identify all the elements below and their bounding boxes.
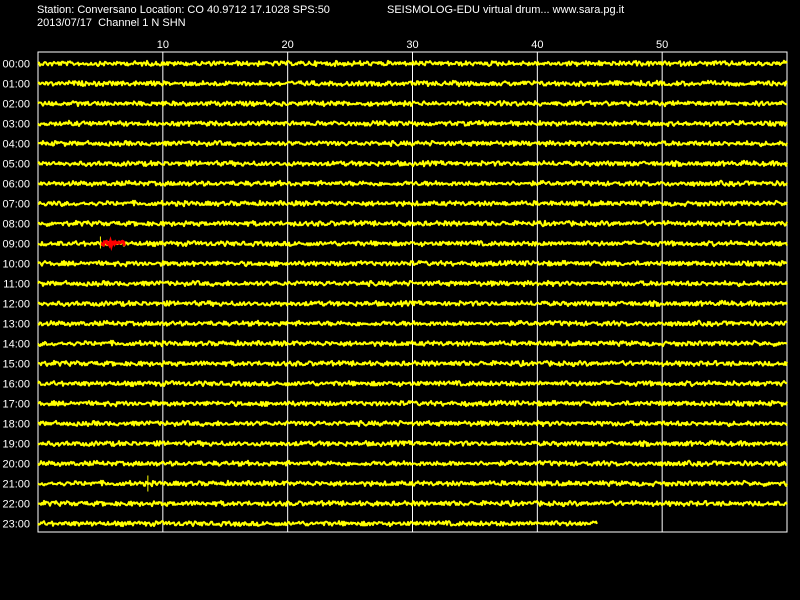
row-time-label: 01:00 <box>2 79 30 91</box>
seismic-trace <box>37 419 788 428</box>
seismic-trace <box>37 139 788 148</box>
row-time-label: 18:00 <box>2 419 30 431</box>
seismic-trace <box>37 319 788 327</box>
seismic-trace <box>37 520 598 528</box>
row-time-label: 07:00 <box>2 199 30 211</box>
row-time-label: 10:00 <box>2 259 30 271</box>
seismic-trace <box>37 279 788 288</box>
seismic-trace <box>37 379 788 388</box>
row-time-label: 11:00 <box>3 279 30 291</box>
seismic-trace <box>37 219 788 228</box>
row-time-label: 15:00 <box>2 359 30 371</box>
seismic-trace <box>37 179 788 187</box>
seismic-trace <box>37 100 788 108</box>
row-time-label: 22:00 <box>2 499 30 511</box>
row-time-label: 00:00 <box>2 59 30 71</box>
seismic-trace <box>37 399 788 408</box>
event-marker <box>99 236 126 252</box>
seismic-trace <box>37 59 788 68</box>
seismic-trace <box>37 459 788 467</box>
seismic-trace <box>37 199 788 208</box>
row-time-label: 16:00 <box>2 379 30 391</box>
row-time-label: 17:00 <box>2 399 30 411</box>
row-time-label: 09:00 <box>2 239 30 251</box>
row-time-label: 21:00 <box>2 479 30 491</box>
seismic-trace <box>37 239 788 248</box>
row-time-label: 08:00 <box>2 219 30 231</box>
row-time-label: 12:00 <box>2 299 30 311</box>
row-time-label: 06:00 <box>2 179 30 191</box>
seismic-trace <box>37 299 788 308</box>
x-tick-label: 20 <box>282 39 294 51</box>
seismic-trace <box>37 79 788 88</box>
row-time-label: 02:00 <box>2 99 30 111</box>
x-tick-label: 50 <box>656 39 668 51</box>
row-time-label: 20:00 <box>2 459 30 471</box>
x-tick-label: 30 <box>406 39 418 51</box>
seismic-trace <box>37 119 788 128</box>
row-time-label: 23:00 <box>2 519 30 531</box>
seismic-trace <box>37 339 788 348</box>
seismic-trace <box>37 159 788 168</box>
row-time-label: 19:00 <box>2 439 30 451</box>
x-tick-label: 40 <box>531 39 543 51</box>
seismic-trace <box>37 359 788 368</box>
row-time-label: 13:00 <box>2 319 30 331</box>
seismic-trace <box>37 499 788 508</box>
row-time-label: 03:00 <box>2 119 30 131</box>
app-title-text: SEISMOLOG-EDU virtual drum... www.sara.p… <box>387 4 625 16</box>
date-channel-text: 2013/07/17 Channel 1 N SHN <box>37 17 186 29</box>
x-tick-label: 10 <box>157 39 169 51</box>
seismic-trace <box>37 479 788 488</box>
row-time-label: 05:00 <box>2 159 30 171</box>
row-time-label: 04:00 <box>2 139 30 151</box>
station-info-text: Station: Conversano Location: CO 40.9712… <box>37 4 330 16</box>
seismic-trace <box>37 259 788 268</box>
row-time-label: 14:00 <box>2 339 30 351</box>
seismic-trace <box>37 439 788 448</box>
